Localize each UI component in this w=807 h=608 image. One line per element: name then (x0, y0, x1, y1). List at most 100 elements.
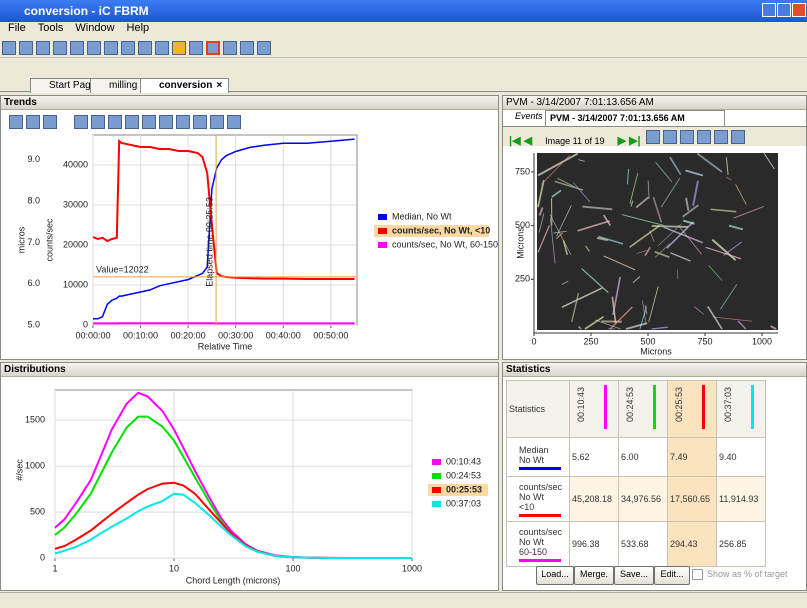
tool-icon[interactable] (159, 115, 173, 129)
tab-label: conversion (159, 80, 213, 91)
tool-icon[interactable] (227, 115, 241, 129)
tab-label: Start Page (49, 80, 97, 91)
tool-icon[interactable] (104, 41, 118, 55)
row-header: Median No Wt (506, 437, 570, 477)
column-color (653, 385, 656, 429)
column-header[interactable]: 00:25:53 (667, 380, 717, 438)
tab-strip: Start Page milling conversion × (0, 58, 807, 93)
data-row: Median No Wt 5.62 6.00 7.49 9.40 (506, 437, 766, 477)
panel-title: Trends (1, 96, 498, 110)
menu-bar: File Tools Window Help (0, 22, 807, 38)
row-color (519, 513, 561, 517)
tool-icon[interactable] (125, 115, 139, 129)
tool-icon[interactable] (108, 115, 122, 129)
stat-cell: 256.85 (716, 521, 766, 567)
tool-icon[interactable] (87, 41, 101, 55)
row-label: counts/sec No Wt 60-150 (519, 526, 563, 557)
row-color (519, 558, 561, 562)
tool-icon[interactable] (2, 41, 16, 55)
tool-icon[interactable] (138, 41, 152, 55)
tool-icon[interactable] (142, 115, 156, 129)
tab[interactable]: milling (90, 78, 145, 93)
row-header: counts/sec No Wt 60-150 (506, 521, 570, 567)
row-label: Median No Wt (519, 444, 549, 465)
checkbox[interactable]: Show as % of target (692, 569, 804, 583)
distributions-panel: Distributions (0, 362, 499, 591)
stat-cell: 6.00 (618, 437, 668, 477)
pvm-toolbar: |◀ ◀ Image 11 of 19 ▶ ▶| (503, 126, 806, 147)
column-header[interactable]: 00:10:43 (569, 380, 619, 438)
row-label: counts/sec No Wt <10 (519, 481, 563, 512)
column-label: 00:10:43 (576, 387, 586, 423)
tab[interactable]: conversion × (140, 78, 230, 93)
stat-cell: 34,976.56 (618, 476, 668, 522)
image-counter: Image 11 of 19 (545, 136, 605, 146)
menu-item[interactable]: File (8, 22, 26, 34)
tool-icon[interactable] (223, 41, 237, 55)
checkbox-label: Show as % of target (707, 569, 788, 579)
tool-icon[interactable] (70, 41, 84, 55)
tool-icon[interactable] (172, 41, 186, 55)
tool-icon[interactable] (74, 115, 88, 129)
corner-cell: Statistics (506, 380, 570, 438)
minimize-button[interactable] (762, 3, 776, 17)
tool-icon[interactable] (679, 130, 694, 144)
stat-cell: 533.68 (618, 521, 668, 567)
row-header: counts/sec No Wt <10 (506, 476, 570, 522)
tool-icon[interactable] (36, 41, 50, 55)
tool-icon[interactable] (662, 130, 677, 144)
tool-icon[interactable] (26, 115, 40, 129)
checkbox-box[interactable] (692, 569, 703, 581)
tool-icon[interactable] (53, 41, 67, 55)
button[interactable]: Save... (614, 566, 654, 585)
tool-icon[interactable] (121, 41, 135, 55)
column-color (604, 385, 607, 429)
pvm-tab[interactable]: PVM - 3/14/2007 7:01:13.656 AM (545, 110, 725, 126)
tab-close[interactable]: × (216, 80, 223, 91)
column-header[interactable]: 00:37:03 (716, 380, 766, 438)
tab-label: milling (109, 80, 138, 91)
maximize-button[interactable] (777, 3, 791, 17)
stat-cell: 7.49 (667, 437, 717, 477)
status-bar (0, 592, 807, 608)
tool-icon[interactable] (91, 115, 105, 129)
pvm-tab[interactable]: Events (515, 111, 543, 121)
toolbar (0, 38, 807, 58)
button[interactable]: Edit... (654, 566, 690, 585)
tool-icon[interactable] (645, 130, 660, 144)
panel-title: PVM - 3/14/2007 7:01:13.656 AM (503, 96, 806, 110)
column-header[interactable]: 00:24:53 (618, 380, 668, 438)
tool-icon[interactable] (730, 130, 745, 144)
button[interactable]: Load... (536, 566, 574, 585)
column-color (751, 385, 754, 429)
tool-icon[interactable] (19, 41, 33, 55)
tool-icon[interactable] (193, 115, 207, 129)
column-label: 00:37:03 (723, 387, 733, 423)
tool-icon[interactable] (206, 41, 220, 55)
tool-icon[interactable] (176, 115, 190, 129)
tool-icon[interactable] (189, 41, 203, 55)
statistics-table: Statistics 00:10:43 00:24:53 00:25:53 00:37:… (506, 380, 766, 567)
tool-icon[interactable] (210, 115, 224, 129)
stat-cell: 294.43 (667, 521, 717, 567)
close-button[interactable] (792, 3, 806, 17)
tool-icon[interactable] (696, 130, 711, 144)
statistics-table-wrap: Statistics 00:10:43 00:24:53 00:25:53 00:37:… (506, 380, 766, 567)
menu-item[interactable]: Help (126, 22, 150, 34)
menu-item[interactable]: Tools (37, 22, 64, 34)
tool-icon[interactable] (713, 130, 728, 144)
tool-icon[interactable] (43, 115, 57, 129)
column-label: 00:25:53 (674, 387, 684, 423)
panel-title: Statistics (503, 363, 806, 377)
tool-icon[interactable] (240, 41, 254, 55)
stat-cell: 45,208.18 (569, 476, 619, 522)
tool-icon[interactable] (9, 115, 23, 129)
menu-item[interactable]: Window (75, 22, 115, 34)
data-row: counts/sec No Wt <10 45,208.18 34,976.56 17… (506, 476, 766, 522)
tool-icon[interactable] (257, 41, 271, 55)
stat-cell: 17,560.65 (667, 476, 717, 522)
button[interactable]: Merge. (574, 566, 614, 585)
title-bar: conversion - iC FBRM (0, 0, 807, 22)
tool-icon[interactable] (155, 41, 169, 55)
